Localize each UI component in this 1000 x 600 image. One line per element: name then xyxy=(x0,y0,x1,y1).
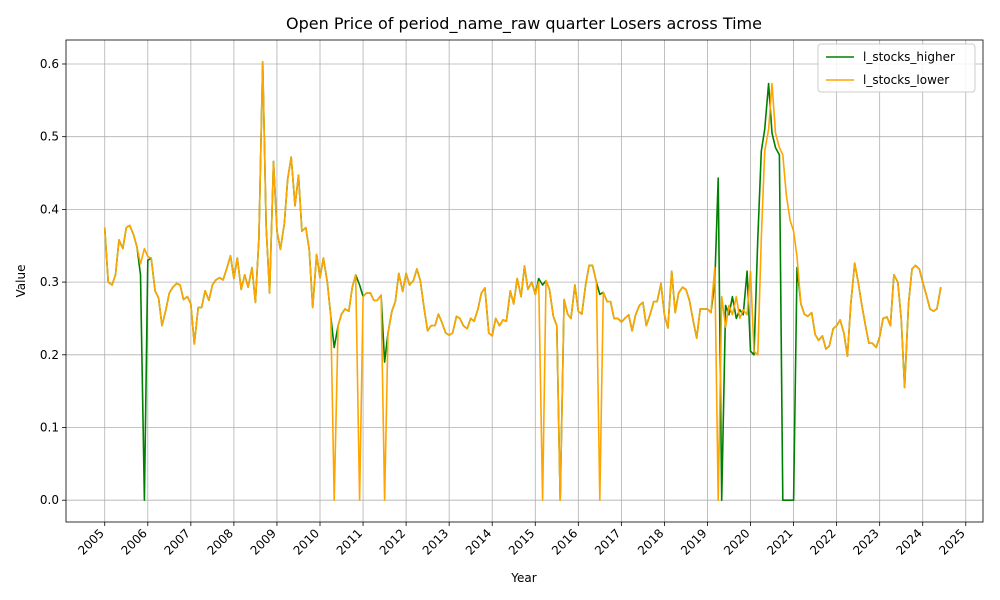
x-tick-label: 2010 xyxy=(291,526,322,557)
x-tick-label: 2007 xyxy=(161,526,192,557)
x-tick-label: 2023 xyxy=(850,526,881,557)
y-tick-label: 0.3 xyxy=(40,275,59,289)
x-tick-label: 2016 xyxy=(549,526,580,557)
legend-label-l-stocks-higher: l_stocks_higher xyxy=(863,50,955,64)
legend-box xyxy=(817,43,976,93)
x-tick-label: 2024 xyxy=(893,526,924,557)
x-tick-label: 2022 xyxy=(807,526,838,557)
x-tick-label: 2008 xyxy=(205,526,236,557)
y-axis-label: Value xyxy=(14,265,28,298)
legend-label-l-stocks-lower: l_stocks_lower xyxy=(863,73,949,87)
y-tick-label: 0.2 xyxy=(40,348,59,362)
chart-title: Open Price of period_name_raw quarter Lo… xyxy=(286,14,762,34)
x-tick-label: 2021 xyxy=(764,526,795,557)
y-tick-label: 0.1 xyxy=(40,420,59,434)
x-tick-label: 2011 xyxy=(334,526,365,557)
x-tick-label: 2025 xyxy=(936,526,967,557)
x-tick-label: 2013 xyxy=(420,526,451,557)
x-axis: 2005 2006 2007 2008 2009 2010 2011 2012 2013 2014… xyxy=(75,522,968,558)
legend: l_stocks_higher l_stocks_lower xyxy=(817,43,976,93)
x-tick-label: 2019 xyxy=(678,526,709,557)
y-tick-label: 0.0 xyxy=(40,493,59,507)
series-line-l-stocks-lower xyxy=(103,61,942,501)
y-tick-label: 0.4 xyxy=(40,202,59,216)
x-tick-label: 2014 xyxy=(463,526,494,557)
x-tick-label: 2020 xyxy=(721,526,752,557)
series-group xyxy=(103,61,942,501)
y-tick-label: 0.5 xyxy=(40,130,59,144)
plot-frame xyxy=(65,39,984,523)
x-tick-label: 2017 xyxy=(592,526,623,557)
x-tick-label: 2005 xyxy=(75,526,106,557)
y-tick-label: 0.6 xyxy=(40,57,59,71)
grid xyxy=(66,40,983,522)
x-tick-label: 2009 xyxy=(248,526,279,557)
x-tick-label: 2006 xyxy=(118,526,149,557)
y-axis: 0.0 0.1 0.2 0.3 0.4 0.5 0.6 xyxy=(40,57,66,507)
x-tick-label: 2015 xyxy=(506,526,537,557)
x-tick-label: 2012 xyxy=(377,526,408,557)
x-axis-label: Year xyxy=(510,571,536,585)
x-tick-label: 2018 xyxy=(635,526,666,557)
